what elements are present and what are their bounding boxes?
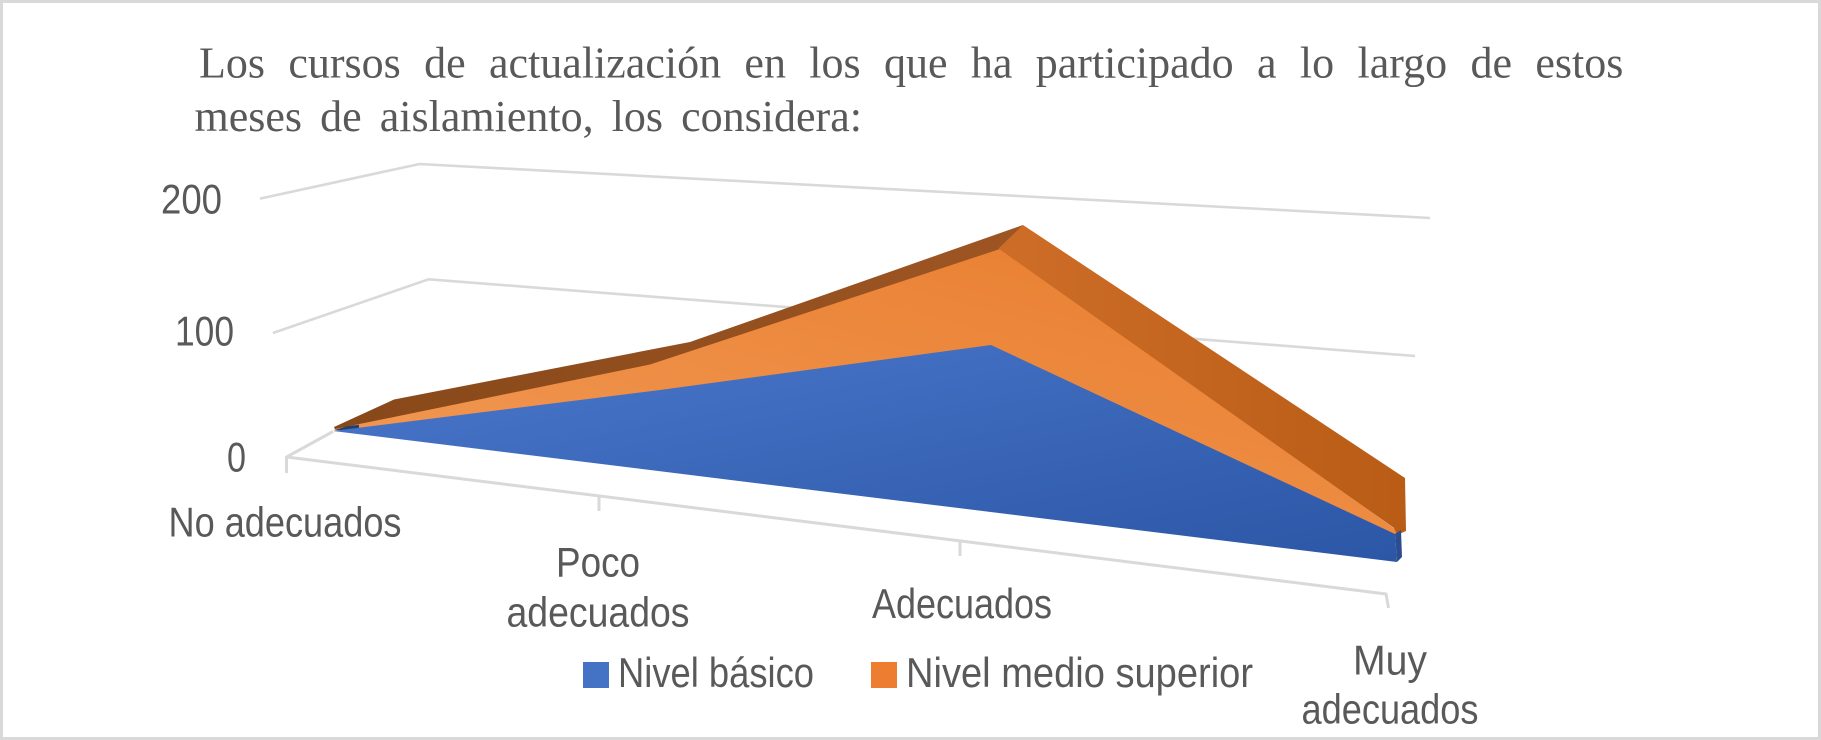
svg-text:No adecuados: No adecuados	[169, 499, 402, 546]
svg-text:Nivel básico: Nivel básico	[618, 649, 814, 696]
svg-text:adecuados: adecuados	[1302, 686, 1479, 733]
svg-text:Adecuados: Adecuados	[872, 580, 1052, 627]
svg-text:meses de aislamiento, los cons: meses de aislamiento, los considera:	[195, 92, 862, 141]
svg-text:0: 0	[227, 434, 246, 481]
svg-text:100: 100	[175, 308, 234, 355]
svg-text:Los cursos de actualización en: Los cursos de actualización en los que h…	[199, 39, 1623, 88]
svg-text:Nivel medio superior: Nivel medio superior	[906, 649, 1253, 696]
svg-text:200: 200	[161, 176, 222, 223]
svg-text:Muy: Muy	[1353, 637, 1427, 684]
svg-text:Poco: Poco	[556, 539, 640, 586]
svg-text:adecuados: adecuados	[507, 589, 690, 636]
